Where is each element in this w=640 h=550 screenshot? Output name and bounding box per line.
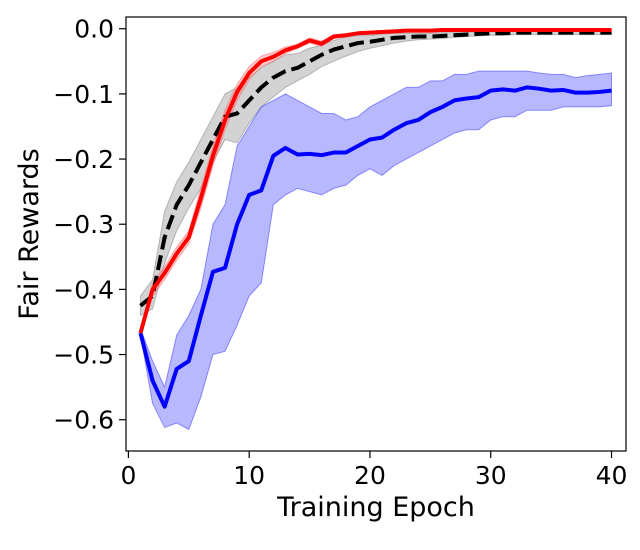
x-tick-label: 10 — [233, 461, 265, 490]
x-axis-label: Training Epoch — [276, 492, 475, 523]
x-tick-label: 0 — [120, 461, 136, 490]
y-tick-label: 0.0 — [74, 15, 114, 44]
y-tick-label: −0.3 — [53, 210, 114, 239]
x-tick-label: 40 — [596, 461, 628, 490]
x-tick-label: 20 — [354, 461, 386, 490]
y-tick-label: −0.1 — [53, 80, 114, 109]
y-axis-ticks: 0.0 −0.1 −0.2 −0.3 −0.4 −0.5 −0.6 — [53, 15, 126, 435]
y-tick-label: −0.4 — [53, 275, 114, 304]
y-tick-label: −0.6 — [53, 406, 114, 435]
band-series-1 — [139, 70, 613, 431]
line-series-2 — [138, 28, 612, 334]
line-series-0 — [139, 30, 612, 308]
x-tick-label: 30 — [475, 461, 507, 490]
line-series-1 — [138, 85, 612, 409]
y-tick-label: −0.2 — [53, 145, 114, 174]
y-axis-label: Fair Rewards — [14, 148, 45, 319]
y-tick-label: −0.5 — [53, 341, 114, 370]
plot-frame — [125, 16, 627, 452]
series-lines — [138, 28, 612, 409]
x-axis-ticks: 0 10 20 30 40 — [120, 451, 627, 490]
